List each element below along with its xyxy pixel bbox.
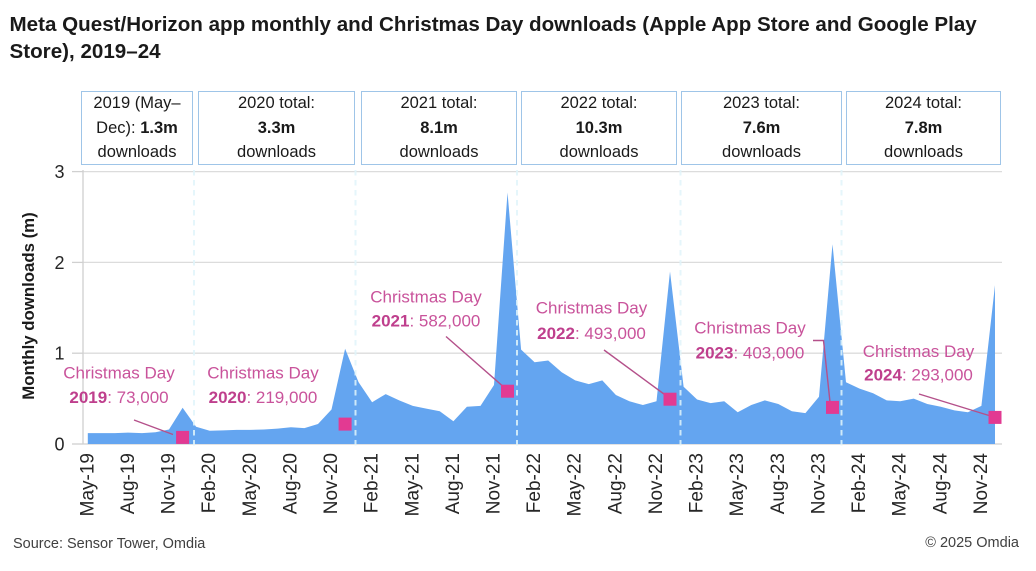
svg-text:May-20: May-20 [240, 453, 261, 516]
svg-text:2023: 403,000: 2023: 403,000 [696, 344, 805, 363]
svg-text:Feb-23: Feb-23 [687, 453, 708, 513]
svg-text:May-24: May-24 [890, 453, 911, 517]
svg-text:Nov-22: Nov-22 [646, 453, 667, 514]
svg-text:May-19: May-19 [77, 453, 98, 516]
svg-text:Monthly downloads (m): Monthly downloads (m) [19, 212, 38, 399]
svg-text:0: 0 [54, 435, 64, 455]
svg-text:Christmas Day: Christmas Day [63, 364, 175, 383]
svg-text:Christmas Day: Christmas Day [207, 364, 319, 383]
svg-text:Nov-23: Nov-23 [809, 453, 830, 514]
svg-text:3: 3 [54, 162, 64, 182]
svg-text:Aug-19: Aug-19 [118, 453, 139, 514]
svg-text:Aug-20: Aug-20 [280, 453, 301, 514]
svg-text:Aug-23: Aug-23 [768, 453, 789, 514]
svg-text:Christmas Day: Christmas Day [694, 319, 806, 338]
svg-text:May-22: May-22 [565, 453, 586, 516]
svg-text:Aug-22: Aug-22 [605, 453, 626, 514]
svg-text:2022: 493,000: 2022: 493,000 [537, 324, 646, 343]
svg-text:2024: 293,000: 2024: 293,000 [864, 366, 973, 385]
svg-text:Feb-21: Feb-21 [362, 453, 383, 513]
svg-text:Nov-19: Nov-19 [159, 453, 180, 514]
svg-text:Nov-21: Nov-21 [484, 453, 505, 514]
svg-text:Christmas Day: Christmas Day [370, 288, 482, 307]
svg-text:Feb-24: Feb-24 [849, 453, 870, 514]
svg-text:May-23: May-23 [727, 453, 748, 516]
svg-text:Aug-24: Aug-24 [930, 453, 951, 515]
svg-text:Christmas Day: Christmas Day [536, 299, 648, 318]
svg-text:Nov-20: Nov-20 [321, 453, 342, 514]
svg-text:Feb-22: Feb-22 [524, 453, 545, 513]
svg-text:2020: 219,000: 2020: 219,000 [209, 388, 318, 407]
svg-text:2021: 582,000: 2021: 582,000 [372, 312, 481, 331]
svg-text:Feb-20: Feb-20 [199, 453, 220, 513]
svg-text:2019: 73,000: 2019: 73,000 [69, 388, 168, 407]
svg-text:Aug-21: Aug-21 [443, 453, 464, 514]
svg-text:1: 1 [54, 344, 64, 364]
svg-text:Christmas Day: Christmas Day [863, 342, 975, 361]
svg-text:Nov-24: Nov-24 [971, 453, 992, 515]
svg-text:2: 2 [54, 253, 64, 273]
svg-text:May-21: May-21 [402, 453, 423, 516]
